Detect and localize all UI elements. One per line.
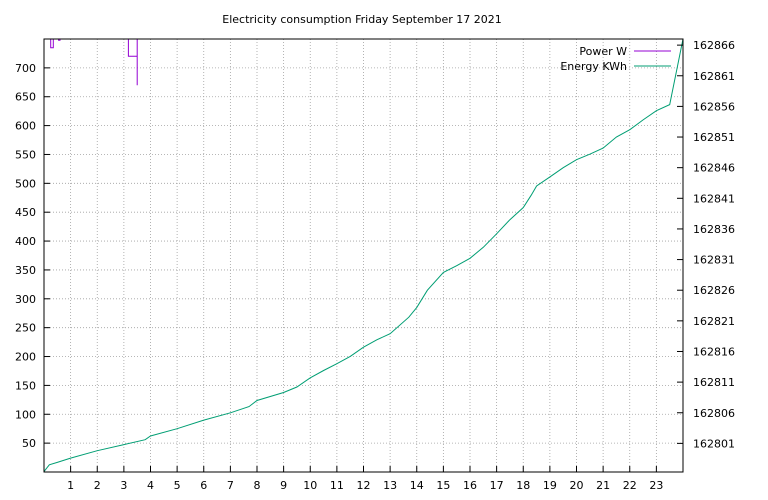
y2-tick-label: 162826 — [693, 284, 735, 297]
y-tick-label: 700 — [15, 62, 36, 75]
x-tick-label: 19 — [543, 479, 557, 492]
x-tick-label: 11 — [330, 479, 344, 492]
y2-tick-label: 162851 — [693, 131, 735, 144]
chart-title: Electricity consumption Friday September… — [222, 13, 501, 26]
y2-tick-label: 162811 — [693, 376, 735, 389]
y-tick-label: 100 — [15, 408, 36, 421]
y-tick-label: 350 — [15, 264, 36, 277]
legend-label: Power W — [579, 45, 627, 58]
x-tick-label: 20 — [570, 479, 584, 492]
x-tick-label: 7 — [227, 479, 234, 492]
x-tick-label: 23 — [649, 479, 663, 492]
y-tick-label: 300 — [15, 293, 36, 306]
legend: Power W Energy KWh — [560, 45, 671, 73]
y2-tick-label: 162846 — [693, 162, 735, 175]
x-tick-label: 14 — [410, 479, 424, 492]
y2-tick-label: 162821 — [693, 315, 735, 328]
y-tick-label: 450 — [15, 206, 36, 219]
grid — [44, 39, 683, 472]
y-tick-label: 600 — [15, 120, 36, 133]
y-tick-label: 550 — [15, 148, 36, 161]
y-tick-label: 500 — [15, 177, 36, 190]
x-tick-label: 6 — [200, 479, 207, 492]
y-tick-label: 50 — [22, 437, 36, 450]
y-tick-label: 650 — [15, 91, 36, 104]
x-tick-label: 8 — [254, 479, 261, 492]
y-tick-label: 250 — [15, 322, 36, 335]
y2-tick-label: 162801 — [693, 437, 735, 450]
x-tick-label: 9 — [280, 479, 287, 492]
x-tick-label: 13 — [383, 479, 397, 492]
x-tick-label: 12 — [357, 479, 371, 492]
y2-tick-label: 162841 — [693, 192, 735, 205]
x-tick-label: 4 — [147, 479, 154, 492]
x-tick-label: 16 — [463, 479, 477, 492]
y-tick-label: 400 — [15, 235, 36, 248]
y2-tick-label: 162806 — [693, 407, 735, 420]
series-line-energy-kwh — [44, 39, 683, 472]
x-tick-label: 22 — [623, 479, 637, 492]
x-tick-label: 2 — [94, 479, 101, 492]
x-tick-label: 1 — [67, 479, 74, 492]
ticks: 50 100 150 200 250 300 350 400 450 500 550 600 650 70… — [15, 39, 735, 492]
y2-tick-label: 162856 — [693, 100, 735, 113]
y-tick-label: 200 — [15, 351, 36, 364]
y2-tick-label: 162836 — [693, 223, 735, 236]
series-lines — [44, 39, 683, 472]
y-tick-label: 150 — [15, 379, 36, 392]
series-line-power-w — [50, 39, 138, 86]
x-tick-label: 10 — [303, 479, 317, 492]
y2-tick-label: 162866 — [693, 39, 735, 52]
x-tick-label: 5 — [174, 479, 181, 492]
x-tick-label: 15 — [436, 479, 450, 492]
x-tick-label: 17 — [490, 479, 504, 492]
x-tick-label: 21 — [596, 479, 610, 492]
y2-tick-label: 162861 — [693, 70, 735, 83]
legend-label: Energy KWh — [560, 60, 627, 73]
x-tick-label: 3 — [120, 479, 127, 492]
x-tick-label: 18 — [516, 479, 530, 492]
y2-tick-label: 162831 — [693, 254, 735, 267]
y2-tick-label: 162816 — [693, 345, 735, 358]
